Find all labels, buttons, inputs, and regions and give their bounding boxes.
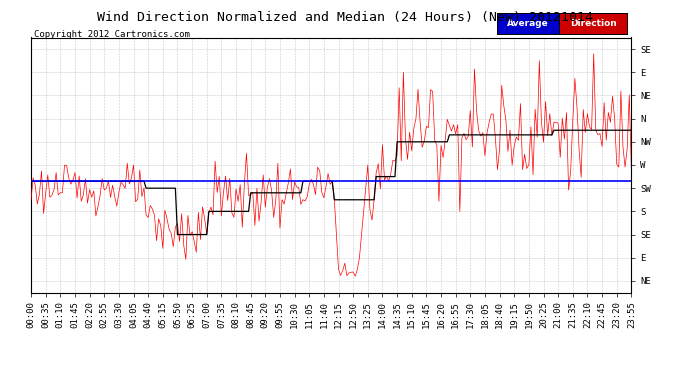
Text: Average: Average <box>507 19 549 28</box>
Text: Direction: Direction <box>570 19 616 28</box>
Text: Copyright 2012 Cartronics.com: Copyright 2012 Cartronics.com <box>34 30 190 39</box>
Text: Wind Direction Normalized and Median (24 Hours) (New) 20121014: Wind Direction Normalized and Median (24… <box>97 11 593 24</box>
